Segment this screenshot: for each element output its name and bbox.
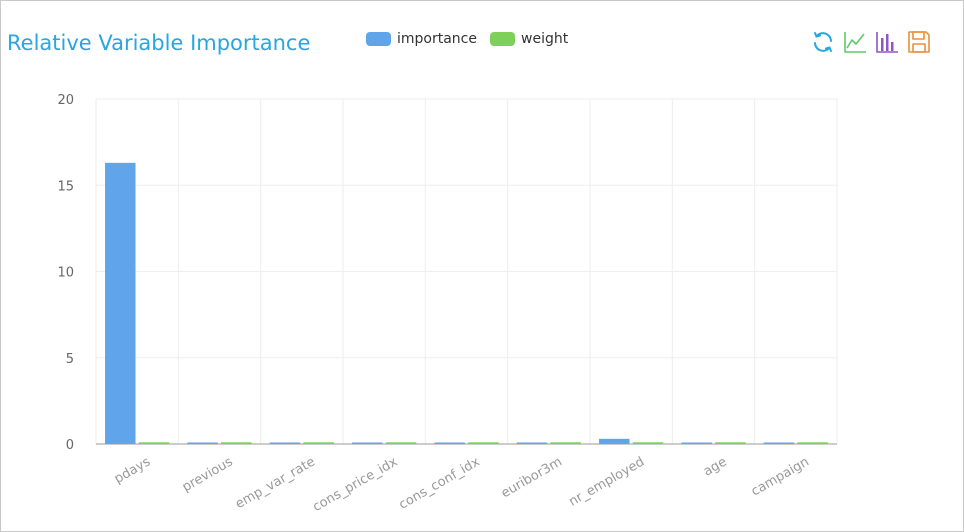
bar-importance: [187, 442, 218, 444]
bar-weight: [797, 442, 828, 444]
bar-importance: [434, 442, 465, 444]
legend: importance weight: [366, 31, 581, 47]
bar-importance: [269, 442, 301, 444]
bar-weight: [303, 442, 334, 444]
y-tick-label: 5: [66, 352, 74, 367]
legend-item-weight[interactable]: weight: [490, 31, 568, 47]
bar-weight: [632, 442, 664, 444]
bar-importance: [105, 162, 136, 444]
x-tick-label: pdays: [112, 454, 153, 487]
bar-importance: [763, 442, 795, 444]
save-icon[interactable]: [907, 30, 931, 54]
bar-chart-icon[interactable]: [875, 30, 899, 54]
x-tick-label: emp_var_rate: [233, 454, 318, 512]
bar-importance: [352, 442, 383, 444]
refresh-icon[interactable]: [811, 30, 835, 54]
x-tick-label: age: [701, 454, 729, 479]
x-tick-label: nr_employed: [566, 454, 647, 509]
toolbox: [811, 30, 939, 54]
line-chart-icon[interactable]: [843, 30, 867, 54]
legend-item-importance[interactable]: importance: [366, 31, 477, 47]
legend-label-importance: importance: [397, 31, 477, 47]
y-tick-label: 20: [57, 93, 74, 108]
bar-importance: [681, 442, 712, 444]
bar-importance: [599, 438, 630, 444]
bar-weight: [221, 442, 252, 444]
bar-importance: [516, 442, 548, 444]
bar-weight: [385, 442, 417, 444]
bar-weight: [715, 442, 746, 444]
x-tick-label: cons_conf_idx: [397, 454, 483, 512]
x-tick-label: campaign: [749, 454, 812, 499]
y-tick-label: 0: [66, 438, 74, 453]
chart-title: Relative Variable Importance: [7, 31, 311, 55]
legend-label-weight: weight: [521, 31, 569, 47]
legend-swatch-importance: [366, 32, 391, 46]
y-tick-label: 10: [57, 266, 74, 281]
bar-weight: [138, 442, 170, 444]
y-tick-label: 15: [57, 179, 74, 194]
bar-weight: [468, 442, 499, 444]
x-tick-label: cons_price_idx: [310, 454, 400, 515]
x-tick-label: euribor3m: [499, 454, 565, 501]
legend-swatch-weight: [490, 32, 515, 46]
bar-weight: [550, 442, 581, 444]
x-tick-label: previous: [180, 454, 236, 495]
